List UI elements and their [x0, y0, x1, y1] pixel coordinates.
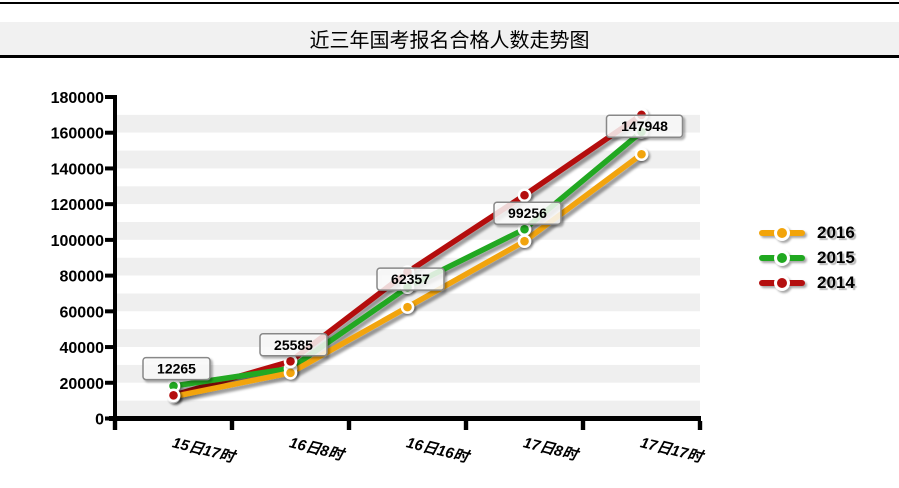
- data-point-2014: [284, 355, 298, 369]
- y-tick-label: 120000: [51, 197, 104, 214]
- data-point-dot: [286, 369, 295, 378]
- legend-item-2016: 2016: [759, 224, 855, 241]
- data-point-dot: [520, 191, 529, 200]
- plot-band: [117, 222, 700, 240]
- plot-band: [117, 240, 700, 258]
- y-tick: [105, 238, 113, 242]
- data-point-2014: [518, 188, 532, 202]
- x-category-label: 15日17时: [171, 434, 240, 467]
- y-tick-label: 80000: [60, 269, 105, 286]
- data-label-text: 147948: [621, 118, 668, 134]
- data-label-callout: 25585: [260, 334, 327, 356]
- y-axis-line: [113, 95, 117, 421]
- data-point-dot: [637, 150, 646, 159]
- y-tick: [105, 309, 113, 313]
- plot-band: [117, 401, 700, 419]
- data-label-callout: 147948: [607, 115, 683, 137]
- y-tick: [105, 95, 113, 99]
- chart-legend: 2016 2015 2014: [759, 224, 855, 291]
- legend-label-2014: 2014: [817, 273, 855, 293]
- y-tick: [105, 202, 113, 206]
- data-label-text: 62357: [391, 271, 430, 287]
- data-label-text: 12265: [157, 361, 196, 377]
- x-tick: [464, 421, 468, 430]
- data-point-2014: [167, 388, 181, 402]
- plot-band: [117, 311, 700, 329]
- data-point-dot: [169, 391, 178, 400]
- data-label-callout: 12265: [143, 358, 210, 380]
- plot-band: [117, 204, 700, 222]
- data-label-callout: 99256: [494, 202, 561, 224]
- plot-band: [117, 186, 700, 204]
- y-tick-label: 140000: [51, 161, 104, 178]
- data-label-callout: 62357: [377, 268, 444, 290]
- legend-line-icon: [759, 230, 805, 236]
- legend-item-2015: 2015: [759, 249, 855, 266]
- data-point-dot: [403, 303, 412, 312]
- data-point-dot: [286, 357, 295, 366]
- y-tick: [105, 345, 113, 349]
- legend-dot-icon: [774, 275, 790, 291]
- x-tick: [230, 421, 234, 430]
- y-tick-label: 40000: [60, 340, 105, 357]
- legend-label-2015: 2015: [817, 248, 855, 268]
- x-category-label: 17日8时: [522, 434, 582, 465]
- plot-band: [117, 329, 700, 347]
- legend-line-icon: [759, 255, 805, 261]
- data-point-2016: [635, 147, 649, 161]
- y-tick: [105, 381, 113, 385]
- x-category-label: 17日17时: [639, 434, 708, 467]
- data-label-text: 99256: [508, 205, 547, 221]
- legend-dot-icon: [774, 225, 790, 241]
- data-point-2016: [518, 234, 532, 248]
- data-point-2016: [401, 300, 415, 314]
- legend-item-2014: 2014: [759, 274, 855, 291]
- data-point-dot: [520, 225, 529, 234]
- x-tick: [581, 421, 585, 430]
- plot-band: [117, 97, 700, 115]
- y-tick-label: 180000: [51, 90, 104, 107]
- x-tick: [347, 421, 351, 430]
- y-tick-label: 100000: [51, 233, 104, 250]
- y-tick-label: 0: [95, 412, 104, 429]
- x-tick: [113, 421, 117, 430]
- y-tick: [105, 131, 113, 135]
- y-tick: [105, 274, 113, 278]
- x-axis-line: [109, 416, 701, 421]
- y-tick-label: 60000: [60, 304, 105, 321]
- data-label-text: 25585: [274, 337, 313, 353]
- x-category-label: 16日16时: [405, 434, 474, 467]
- y-tick: [105, 417, 113, 421]
- legend-dot-icon: [774, 250, 790, 266]
- y-tick-label: 160000: [51, 126, 104, 143]
- x-category-label: 16日8时: [288, 434, 348, 465]
- x-tick: [698, 421, 702, 430]
- legend-label-2016: 2016: [817, 223, 855, 243]
- y-tick-label: 20000: [60, 376, 105, 393]
- y-tick: [105, 166, 113, 170]
- data-point-dot: [520, 237, 529, 246]
- legend-line-icon: [759, 280, 805, 286]
